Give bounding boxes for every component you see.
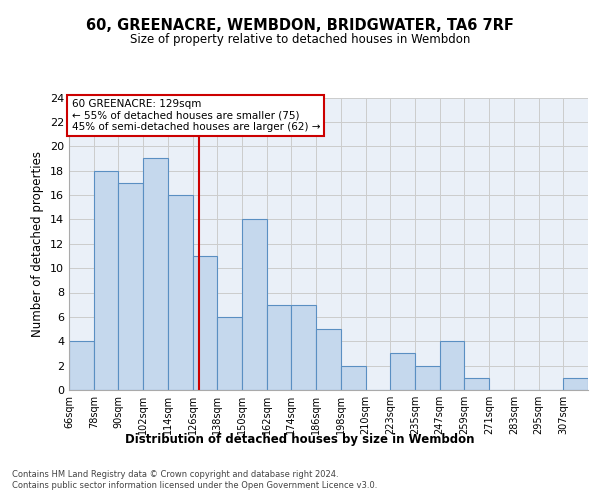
Bar (143, 158, 168, 390)
Text: Size of property relative to detached houses in Wembdon: Size of property relative to detached ho… (130, 32, 470, 46)
Y-axis label: Number of detached properties: Number of detached properties (31, 151, 44, 337)
Text: Contains public sector information licensed under the Open Government Licence v3: Contains public sector information licen… (12, 481, 377, 490)
Bar (415, 366, 440, 390)
Text: 60 GREENACRE: 129sqm
← 55% of detached houses are smaller (75)
45% of semi-detac: 60 GREENACRE: 129sqm ← 55% of detached h… (71, 99, 320, 132)
Bar (168, 195, 193, 390)
Bar (390, 354, 415, 390)
Text: Contains HM Land Registry data © Crown copyright and database right 2024.: Contains HM Land Registry data © Crown c… (12, 470, 338, 479)
Bar (316, 329, 341, 390)
Bar (464, 378, 489, 390)
Bar (193, 256, 217, 390)
Bar (94, 170, 118, 390)
Text: Distribution of detached houses by size in Wembdon: Distribution of detached houses by size … (125, 432, 475, 446)
Bar (217, 317, 242, 390)
Bar (292, 304, 316, 390)
Bar (440, 341, 464, 390)
Bar (563, 378, 588, 390)
Bar (267, 304, 292, 390)
Bar (242, 220, 267, 390)
Text: 60, GREENACRE, WEMBDON, BRIDGWATER, TA6 7RF: 60, GREENACRE, WEMBDON, BRIDGWATER, TA6 … (86, 18, 514, 32)
Bar (341, 366, 365, 390)
Bar (118, 183, 143, 390)
Bar (69, 341, 94, 390)
